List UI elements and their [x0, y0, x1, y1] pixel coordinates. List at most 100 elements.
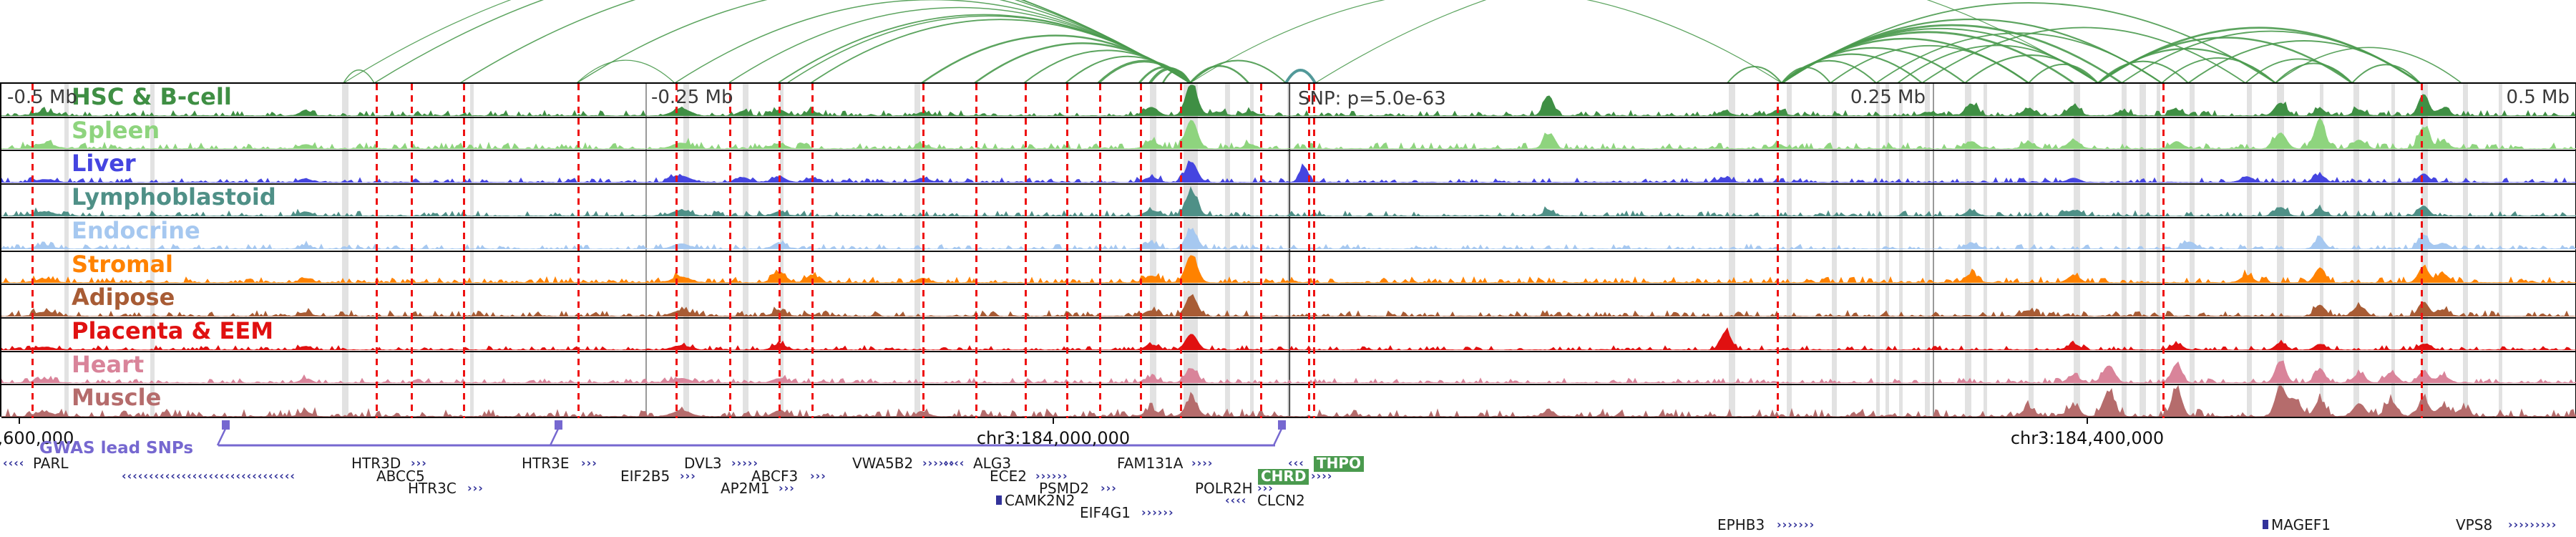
track-separator: [1, 250, 2576, 252]
axis-coordinate-label: chr3:184,000,000: [976, 428, 1131, 448]
gene-label-eif4g1: EIF4G1: [1080, 504, 1131, 521]
gwas-anchor-dashed-line: [675, 84, 678, 418]
track-label-hsc-b-cell: HSC & B-cell: [72, 83, 232, 110]
gene-label-dvl3: DVL3: [684, 455, 722, 472]
gene-label-abcc5: ABCC5: [376, 468, 425, 485]
axis-coordinate-label: chr3:184,400,000: [2010, 428, 2165, 448]
interaction-arc: [343, 69, 375, 83]
ruler-label: -0.5 Mb: [7, 87, 77, 108]
interaction-arc: [2028, 63, 2099, 83]
track-label-endocrine: Endocrine: [72, 216, 200, 244]
gene-label-magef1: MAGEF1: [2271, 516, 2331, 533]
interaction-arc: [1097, 59, 1191, 83]
gene-strand-arrows: ›››››››: [1777, 519, 1815, 531]
gene-label-vwa5b2: VWA5B2: [852, 455, 914, 472]
gene-label-vps8: VPS8: [2456, 516, 2493, 533]
interaction-arc: [1781, 67, 1831, 83]
tracks-bottom-border: [1, 417, 2576, 418]
gene-label-clcn2: CLCN2: [1257, 492, 1305, 509]
interaction-arc: [1189, 0, 1782, 83]
gwas-lollipop-stem: [216, 428, 227, 446]
gene-strand-arrows: ››››: [1191, 458, 1214, 469]
interaction-arc: [1189, 59, 1287, 83]
gene-label-ece2: ECE2: [990, 468, 1027, 485]
interaction-arc: [2245, 58, 2353, 83]
signal-histogram: [1, 360, 2576, 384]
gwas-anchor-dashed-line: [1180, 84, 1182, 418]
track-row: Placenta & EEM: [1, 318, 2576, 352]
gene-label-camk2n2: CAMK2N2: [1005, 492, 1075, 509]
gene-strand-arrows: ‹‹‹‹‹‹‹‹‹‹‹‹‹‹‹‹‹‹‹‹‹‹‹‹‹‹‹‹‹‹‹‹: [122, 470, 296, 482]
interaction-arc: [576, 0, 1191, 83]
track-row: Stromal: [1, 251, 2576, 285]
signal-histogram: [1, 255, 2576, 284]
gwas-lollipop-stem: [1272, 428, 1283, 446]
gwas-anchor-dashed-line: [2162, 84, 2165, 418]
gene-annotation-panel: GWAS lead SNPs 183,600,000 chr3:184,000,0…: [0, 417, 2576, 537]
track-row: Spleen: [1, 117, 2576, 151]
track-row: Adipose: [1, 284, 2576, 318]
interaction-arc: [2351, 64, 2421, 83]
gene-strand-arrows: ››››››: [1035, 470, 1068, 482]
gwas-anchor-dashed-line: [1313, 84, 1315, 418]
gwas-anchor-dashed-line: [975, 84, 977, 418]
gene-label-psmd2: PSMD2: [1039, 480, 1090, 497]
gene-strand-arrows: ‹‹‹: [1288, 458, 1304, 469]
gwas-lollipop-stem: [549, 428, 560, 446]
interaction-arc: [1781, 2, 2276, 83]
gwas-anchor-dashed-line: [463, 84, 465, 418]
signal-histogram: [1, 294, 2576, 316]
track-label-muscle: Muscle: [72, 384, 162, 412]
interaction-arc: [459, 0, 1191, 83]
gwas-anchor-dashed-line: [1099, 84, 1101, 418]
interaction-arc: [343, 0, 1191, 83]
gene-strand-arrows: ›››: [680, 470, 696, 482]
gwas-lollipop-marker: [555, 420, 562, 430]
gwas-anchor-dashed-line: [577, 84, 580, 418]
interaction-arc: [576, 59, 675, 83]
interaction-arc: [1875, 32, 2162, 83]
gwas-anchor-dashed-line: [411, 84, 413, 418]
gene-label-parl: PARL: [33, 455, 69, 472]
gwas-anchor-dashed-line: [779, 84, 781, 418]
track-label-stromal: Stromal: [72, 250, 174, 278]
interaction-arc: [1964, 54, 2099, 83]
signal-histogram: [1, 117, 2576, 150]
gwas-anchor-dashed-line: [31, 84, 34, 418]
gwas-anchor-dashed-line: [922, 84, 924, 418]
signal-histogram: [1, 185, 2576, 216]
interaction-arc: [2275, 47, 2462, 83]
gwas-anchor-dashed-line: [1308, 84, 1310, 418]
track-row: Muscle: [1, 384, 2576, 418]
interaction-arc: [2187, 40, 2421, 83]
signal-area: [1, 84, 2576, 116]
track-row: Heart: [1, 352, 2576, 385]
interaction-arc: [374, 0, 1191, 83]
gene-strand-arrows: ›››: [467, 483, 484, 494]
gene-strand-arrows: ›››: [810, 470, 826, 482]
signal-area: [1, 384, 2576, 417]
track-label-lymphoblastoid: Lymphoblastoid: [72, 183, 276, 211]
gene-strand-arrows: ‹‹‹‹: [1225, 495, 1247, 506]
signal-histogram: [1, 84, 2576, 116]
interaction-arc: [2275, 62, 2353, 83]
track-separator: [1, 384, 2576, 386]
track-label-adipose: Adipose: [72, 284, 175, 311]
gene-label-htr3c: HTR3C: [408, 480, 457, 497]
snp-pvalue-label: SNP: p=5.0e-63: [1298, 88, 1446, 110]
track-separator: [1, 316, 2576, 319]
gene-label-fam131a: FAM131A: [1117, 455, 1184, 472]
gene-label-abcf3: ABCF3: [751, 468, 799, 485]
gene-label-ephb3: EPHB3: [1717, 516, 1765, 533]
gene-label-htr3e: HTR3E: [522, 455, 570, 472]
track-row: Lymphoblastoid: [1, 184, 2576, 218]
track-separator: [1, 150, 2576, 152]
ruler-label: -0.25 Mb: [651, 87, 733, 108]
signal-area: [1, 160, 2576, 183]
axis-coordinate-label: 183,600,000: [0, 428, 74, 448]
gene-label-htr3d: HTR3D: [351, 455, 401, 472]
signal-histogram: [1, 384, 2576, 417]
track-separator: [1, 284, 2576, 286]
interaction-arc: [1314, 0, 2099, 83]
signal-histogram: [1, 326, 2576, 350]
